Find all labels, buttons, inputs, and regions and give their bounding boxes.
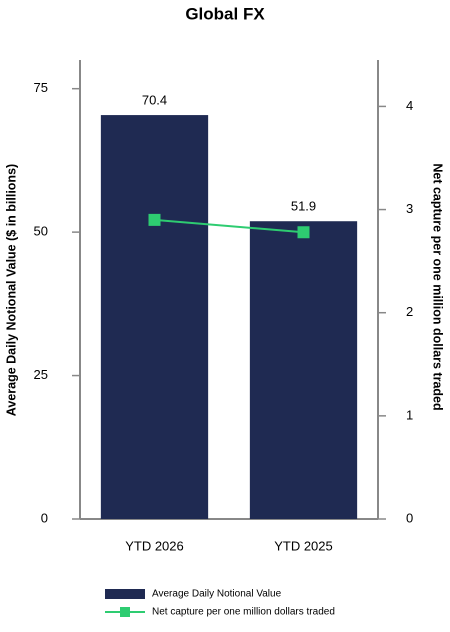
legend-label: Net capture per one million dollars trad… bbox=[152, 607, 335, 618]
line bbox=[154, 218, 304, 234]
y2-tick-label: 1 bbox=[406, 407, 413, 422]
line-marker bbox=[297, 226, 310, 239]
chart-title: Global FX bbox=[185, 4, 265, 23]
y2-tick-label: 3 bbox=[406, 201, 413, 216]
y-tick-label: 50 bbox=[34, 224, 48, 239]
y2-axis-label: Net capture per one million dollars trad… bbox=[431, 163, 445, 410]
y-tick-label: 75 bbox=[34, 80, 48, 95]
legend-swatch bbox=[105, 589, 145, 599]
y2-tick-label: 2 bbox=[406, 304, 413, 319]
y-axis-label: Average Daily Notional Value ($ in billi… bbox=[4, 164, 18, 416]
x-tick-label: YTD 2025 bbox=[274, 538, 333, 553]
bar bbox=[100, 115, 209, 519]
line-marker bbox=[148, 213, 161, 226]
y-tick-label: 25 bbox=[34, 367, 48, 382]
legend-marker bbox=[120, 607, 130, 617]
x-tick-label: YTD 2026 bbox=[125, 538, 184, 553]
y2-tick-label: 4 bbox=[406, 98, 413, 113]
y-tick-label: 0 bbox=[41, 510, 48, 525]
legend-label: Average Daily Notional Value bbox=[152, 589, 282, 600]
y2-tick-label: 0 bbox=[406, 510, 413, 525]
bar bbox=[249, 221, 358, 519]
value-label: 70.4 bbox=[142, 93, 167, 108]
value-label: 51.9 bbox=[291, 199, 316, 214]
